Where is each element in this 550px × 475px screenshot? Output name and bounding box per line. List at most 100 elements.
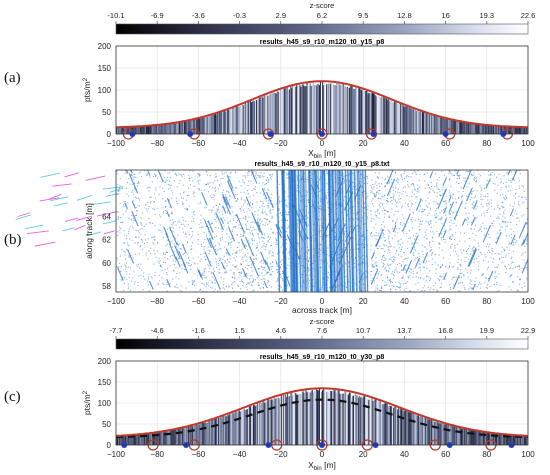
scan-point (236, 193, 238, 195)
scan-point (167, 258, 169, 260)
histogram-bar (157, 125, 159, 134)
scan-point (432, 240, 434, 242)
scan-point (215, 189, 217, 192)
scan-point (443, 273, 445, 275)
scan-point (514, 266, 517, 268)
scan-point (231, 241, 233, 243)
scan-point (247, 228, 249, 230)
scan-point (490, 174, 492, 176)
scan-point (171, 246, 173, 248)
scan-point (310, 177, 312, 180)
scan-point (394, 231, 396, 233)
scan-point (398, 247, 400, 249)
scan-point (249, 256, 251, 258)
scan-point (117, 211, 119, 214)
scan-point (177, 234, 179, 236)
scan-point (306, 178, 308, 180)
scan-point (268, 238, 270, 240)
scan-point (119, 178, 121, 180)
scan-point (222, 177, 224, 179)
scan-point (276, 232, 278, 234)
scan-point (163, 284, 165, 286)
scan-point (200, 189, 202, 191)
scan-point (478, 248, 480, 251)
scan-point (153, 209, 155, 211)
histogram-bar (260, 96, 262, 134)
scan-point (503, 248, 505, 250)
scan-point (209, 238, 212, 240)
scan-point (159, 229, 161, 231)
scan-streak (251, 212, 261, 233)
scan-point (427, 197, 429, 199)
histogram-bar (422, 417, 425, 445)
scan-point (403, 268, 405, 270)
scan-point (243, 232, 245, 234)
scan-point (505, 235, 507, 237)
histogram-bar (452, 120, 454, 134)
histogram-bar (130, 127, 132, 134)
scan-point (449, 254, 451, 256)
histogram-bar (338, 82, 340, 134)
scan-point (464, 287, 466, 289)
scan-point (138, 181, 140, 183)
scan-streak (201, 192, 208, 206)
scan-point (312, 268, 314, 270)
scan-point (269, 203, 272, 205)
scan-point (259, 287, 261, 289)
histogram-bar (505, 435, 507, 445)
scan-point (277, 237, 279, 239)
scan-point (460, 269, 462, 271)
histogram-bar (501, 126, 503, 134)
scan-point (275, 223, 277, 225)
scan-streak (467, 247, 477, 268)
scan-point (376, 268, 378, 270)
scan-point (411, 202, 413, 204)
scan-point (443, 238, 445, 240)
scan-point (337, 220, 339, 222)
scan-point (144, 170, 146, 172)
scan-streak (402, 214, 411, 232)
histogram-bar (143, 433, 145, 445)
panel-a-title: results_h45_s9_r10_m120_t0_y15_p8 (260, 39, 385, 46)
histogram-bar (386, 99, 389, 134)
scan-point (164, 209, 166, 212)
scan-point (270, 244, 272, 247)
stray-scan-streak (27, 230, 49, 234)
histogram-bar (128, 435, 130, 445)
scan-point (177, 249, 179, 251)
histogram-bar (232, 411, 234, 445)
histogram-bar (183, 121, 186, 134)
stray-scan-streak (74, 224, 86, 231)
scan-point (418, 210, 420, 212)
scan-point (178, 278, 180, 280)
scan-point (240, 185, 242, 187)
histogram-bar (141, 434, 143, 445)
histogram-bar (464, 122, 466, 134)
histogram-bar (451, 425, 453, 445)
histogram-bar (190, 120, 192, 134)
scan-point (308, 281, 310, 283)
scan-point (393, 285, 395, 287)
scan-point (144, 278, 146, 280)
histogram-bar (305, 86, 307, 134)
scan-point (129, 273, 131, 275)
colorbar-tick-label: 7.6 (317, 326, 327, 335)
y-tick-label: 62 (102, 236, 111, 245)
scan-point (263, 172, 265, 174)
histogram-bar (239, 411, 241, 445)
scan-point (518, 268, 520, 270)
scan-point (373, 266, 375, 268)
scan-point (296, 210, 298, 212)
scan-point (226, 197, 228, 199)
scan-point (389, 191, 391, 193)
scan-point (388, 215, 390, 217)
scan-point (253, 239, 255, 241)
scan-point (231, 211, 233, 213)
scan-point (308, 279, 310, 282)
scan-point (202, 217, 204, 220)
scan-point (432, 258, 434, 260)
scan-point (286, 173, 288, 175)
histogram-bar (474, 123, 476, 134)
scan-point (123, 201, 125, 203)
scan-point (140, 223, 142, 225)
